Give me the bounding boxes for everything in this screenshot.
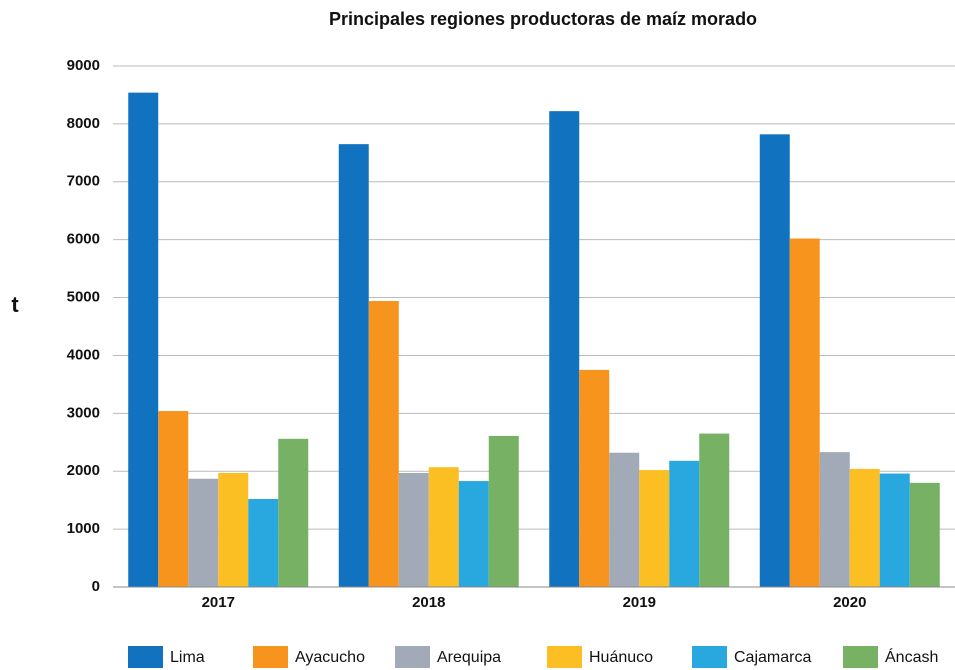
- y-tick-label: 9000: [67, 57, 100, 74]
- y-tick-label: 3000: [67, 404, 100, 421]
- bar: [398, 472, 429, 587]
- x-tick-label: 2019: [623, 594, 656, 611]
- y-tick-label: 0: [92, 578, 100, 595]
- bar: [789, 238, 820, 587]
- bar: [158, 411, 189, 587]
- legend-label: Lima: [170, 649, 205, 666]
- legend-swatch: [395, 646, 430, 668]
- x-tick-label: 2020: [833, 594, 866, 611]
- y-tick-label: 6000: [67, 231, 100, 248]
- bar: [188, 478, 219, 587]
- legend-label: Cajamarca: [734, 649, 811, 666]
- y-tick-label: 4000: [67, 346, 100, 363]
- y-tick-label: 2000: [67, 462, 100, 479]
- bar: [609, 452, 640, 587]
- bar: [549, 111, 580, 588]
- legend-swatch: [843, 646, 878, 668]
- x-tick-label: 2017: [202, 594, 235, 611]
- bar: [909, 482, 940, 587]
- bar: [128, 92, 159, 587]
- legend-swatch: [128, 646, 163, 668]
- legend-swatch: [692, 646, 727, 668]
- y-axis-label: t: [11, 292, 19, 317]
- legend-swatch: [253, 646, 288, 668]
- x-tick-label: 2018: [412, 594, 445, 611]
- legend-swatch: [547, 646, 582, 668]
- bar: [579, 369, 610, 587]
- bar: [849, 468, 880, 587]
- bar: [278, 438, 309, 587]
- bar: [428, 467, 459, 587]
- bar: [218, 472, 249, 587]
- bar: [669, 460, 700, 587]
- bar: [368, 301, 399, 587]
- legend-label: Huánuco: [589, 649, 653, 666]
- y-tick-label: 7000: [67, 173, 100, 190]
- bar: [759, 134, 790, 587]
- bar: [458, 481, 489, 587]
- legend-label: Ayacucho: [295, 649, 365, 666]
- y-tick-label: 1000: [67, 520, 100, 537]
- y-tick-label: 8000: [67, 115, 100, 132]
- y-tick-label: 5000: [67, 289, 100, 306]
- bar: [338, 144, 369, 587]
- bar: [879, 473, 910, 587]
- legend-label: Arequipa: [437, 649, 501, 666]
- bar: [819, 452, 850, 587]
- bar: [488, 435, 519, 587]
- bar: [248, 499, 279, 587]
- bar: [699, 433, 730, 587]
- chart-title: Principales regiones productoras de maíz…: [329, 9, 757, 29]
- legend-label: Áncash: [885, 647, 938, 666]
- bar: [639, 470, 670, 587]
